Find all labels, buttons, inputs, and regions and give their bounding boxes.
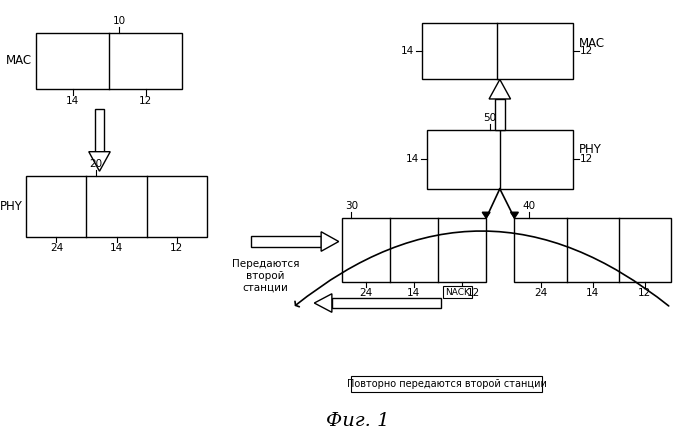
Text: Фиг. 1: Фиг. 1 xyxy=(326,412,390,430)
Bar xyxy=(94,109,104,152)
Text: NACK: NACK xyxy=(445,288,470,297)
Text: 14: 14 xyxy=(405,155,419,164)
Bar xyxy=(426,130,573,189)
Bar xyxy=(442,287,472,298)
Bar xyxy=(27,176,207,237)
Bar xyxy=(495,99,505,130)
Text: 20: 20 xyxy=(89,159,103,169)
Text: 24: 24 xyxy=(359,288,373,299)
Text: Повторно передаются второй станции: Повторно передаются второй станции xyxy=(347,379,547,389)
Text: 14: 14 xyxy=(586,288,599,299)
Bar xyxy=(332,298,441,308)
Polygon shape xyxy=(321,232,339,251)
Polygon shape xyxy=(489,79,510,99)
Text: 14: 14 xyxy=(408,288,421,299)
Polygon shape xyxy=(482,212,490,218)
Text: 14: 14 xyxy=(66,96,79,106)
Bar xyxy=(36,33,182,89)
Text: 10: 10 xyxy=(113,16,126,26)
Text: 50: 50 xyxy=(484,113,496,123)
Text: 40: 40 xyxy=(523,201,535,211)
Text: 12: 12 xyxy=(580,46,593,56)
Polygon shape xyxy=(89,152,110,171)
Bar xyxy=(251,236,321,247)
Bar xyxy=(514,218,670,282)
Text: 14: 14 xyxy=(401,46,414,56)
Text: PHY: PHY xyxy=(0,200,22,213)
Text: 12: 12 xyxy=(467,288,480,299)
Text: 12: 12 xyxy=(170,244,183,253)
Bar xyxy=(342,218,486,282)
Text: 12: 12 xyxy=(580,155,593,164)
Text: PHY: PHY xyxy=(579,143,602,156)
Text: 30: 30 xyxy=(345,201,358,211)
Bar xyxy=(421,23,573,79)
Text: 14: 14 xyxy=(110,244,123,253)
Text: MAC: MAC xyxy=(6,54,32,67)
Text: MAC: MAC xyxy=(579,37,605,50)
Polygon shape xyxy=(315,294,332,312)
Text: 12: 12 xyxy=(638,288,651,299)
Bar xyxy=(352,376,542,392)
Text: Передаются
второй
станции: Передаются второй станции xyxy=(232,259,299,292)
Text: 12: 12 xyxy=(139,96,152,106)
Polygon shape xyxy=(510,212,519,218)
Text: 24: 24 xyxy=(50,244,63,253)
Text: 24: 24 xyxy=(534,288,547,299)
